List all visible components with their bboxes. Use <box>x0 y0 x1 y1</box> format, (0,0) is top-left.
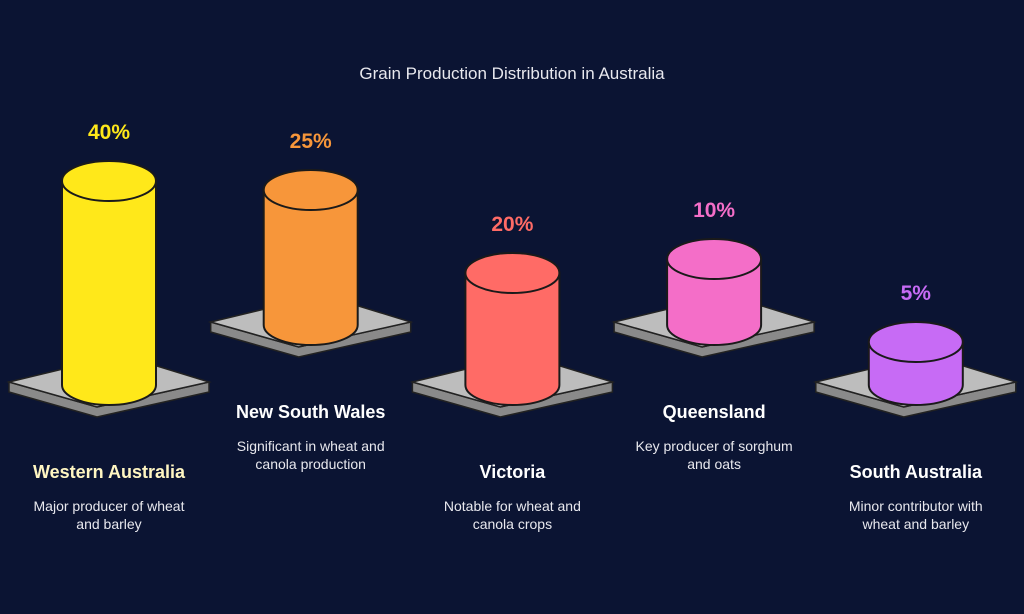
description: Notable for wheat and canola crops <box>443 498 581 532</box>
bar <box>666 238 763 346</box>
category-label: South Australia <box>849 462 982 482</box>
description: Minor contributor with wheat and barley <box>848 498 983 532</box>
bar <box>61 160 157 406</box>
category-label: New South Wales <box>236 402 386 422</box>
cylinder-top <box>61 160 157 202</box>
value-label: 25% <box>289 130 332 153</box>
cylinder-body <box>666 258 763 346</box>
chart-title: Grain Production Distribution in Austral… <box>359 64 665 83</box>
category-label: Victoria <box>479 462 546 482</box>
category-label: Western Australia <box>32 462 186 482</box>
value-label: 40% <box>87 121 131 144</box>
description: Key producer of sorghum and oats <box>635 438 793 472</box>
bar <box>867 321 964 406</box>
description: Significant in wheat and canola producti… <box>236 438 385 472</box>
value-label: 10% <box>693 199 736 222</box>
cylinder-body <box>464 272 561 406</box>
bar <box>262 169 359 346</box>
description: Major producer of wheat and barley <box>33 498 185 532</box>
category-label: Queensland <box>662 402 766 422</box>
cylinder-top <box>464 252 561 294</box>
cylinder-body <box>262 189 359 346</box>
value-label: 5% <box>900 282 931 305</box>
value-label: 20% <box>491 213 534 236</box>
cylinder-top <box>262 169 359 211</box>
cylinder-top <box>666 238 763 280</box>
cylinder-top <box>867 321 964 363</box>
bar <box>464 252 561 406</box>
cylinder-body <box>61 180 157 406</box>
